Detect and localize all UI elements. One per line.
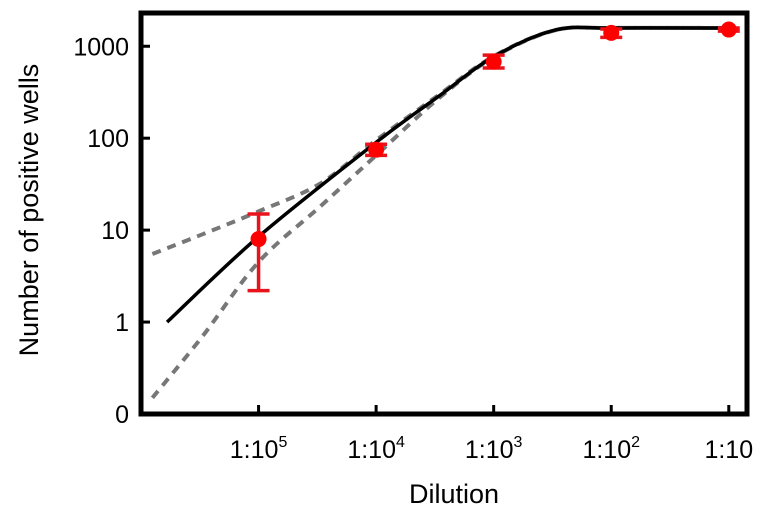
plot-content — [150, 21, 740, 400]
data-points — [250, 21, 737, 248]
data-point — [485, 53, 502, 70]
y-tick-label: 1 — [115, 309, 129, 337]
y-tick-label: 100 — [87, 125, 129, 153]
data-point — [250, 231, 267, 248]
y-tick-label: 0 — [115, 401, 129, 429]
y-axis-title: Number of positive wells — [14, 64, 44, 357]
data-point — [720, 21, 737, 38]
x-tick-exponent: 5 — [278, 434, 287, 451]
x-tick-label: 1:104 — [347, 434, 405, 464]
x-tick-label: 1:103 — [465, 434, 523, 464]
fit-line — [165, 25, 729, 324]
error-bar — [247, 212, 270, 293]
y-tick-label: 10 — [101, 217, 129, 245]
x-tick-exponent: 2 — [631, 434, 640, 451]
y-tick-label: 1000 — [73, 33, 129, 61]
x-tick-label: 1:102 — [582, 434, 640, 464]
ci-lower-curve — [150, 25, 729, 400]
x-tick-exponent: 4 — [396, 434, 405, 451]
plot-frame — [138, 10, 750, 417]
ci-upper-curve — [151, 25, 729, 256]
x-axis-ticks: 1:105 1:104 1:103 1:102 1:10 — [230, 405, 753, 464]
x-tick-exponent: 3 — [514, 434, 523, 451]
x-tick-label: 1:105 — [230, 434, 288, 464]
data-point — [368, 141, 385, 158]
y-axis-ticks: 0 1 10 100 1000 — [73, 33, 150, 429]
x-axis-title: Dilution — [409, 479, 499, 509]
x-tick-label: 1:10 — [704, 436, 753, 464]
data-point — [603, 24, 620, 41]
